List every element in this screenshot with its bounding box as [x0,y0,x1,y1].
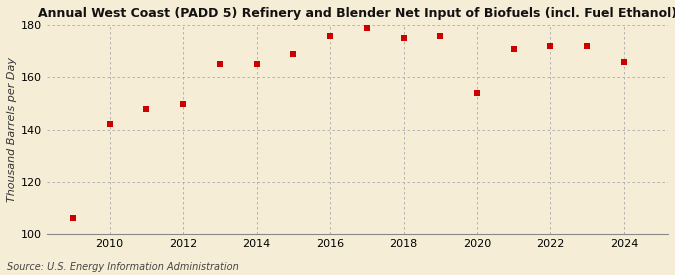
Title: Annual West Coast (PADD 5) Refinery and Blender Net Input of Biofuels (incl. Fue: Annual West Coast (PADD 5) Refinery and … [38,7,675,20]
Point [288,52,298,56]
Point [508,46,519,51]
Point [618,60,629,64]
Point [104,122,115,127]
Point [472,91,483,95]
Point [545,44,556,48]
Point [398,36,409,40]
Point [361,26,372,30]
Point [215,62,225,67]
Point [141,106,152,111]
Point [435,34,446,38]
Text: Source: U.S. Energy Information Administration: Source: U.S. Energy Information Administ… [7,262,238,272]
Y-axis label: Thousand Barrels per Day: Thousand Barrels per Day [7,57,17,202]
Point [178,101,188,106]
Point [251,62,262,67]
Point [325,34,335,38]
Point [582,44,593,48]
Point [68,216,78,221]
